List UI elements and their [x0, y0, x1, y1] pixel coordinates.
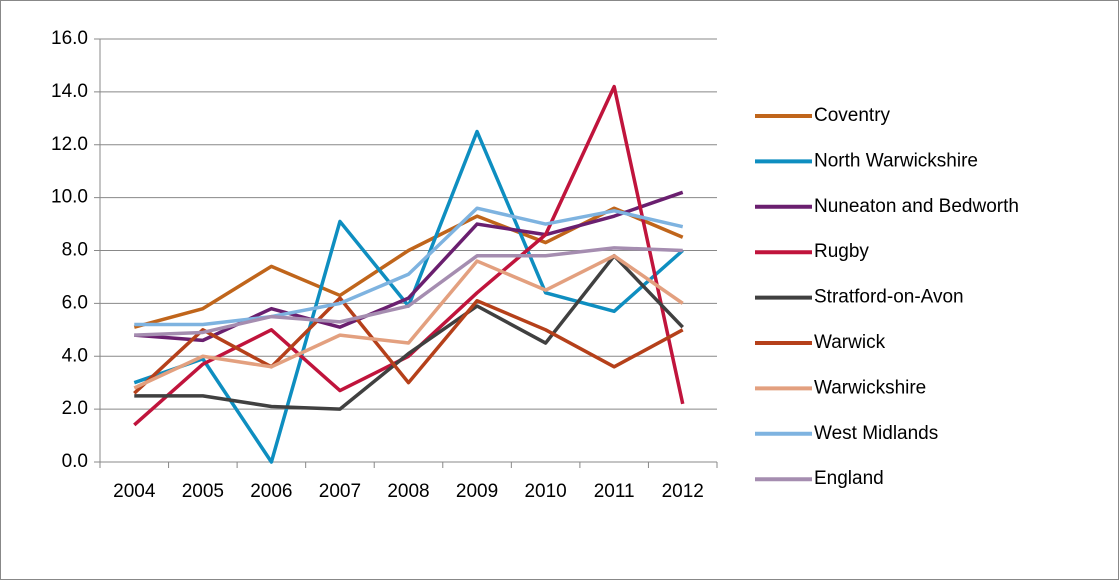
x-tick-label: 2009: [456, 481, 498, 502]
series-line: [134, 246, 683, 337]
legend-label: North Warwickshire: [814, 150, 978, 171]
legend-label: Nuneaton and Bedworth: [814, 196, 1019, 217]
x-tick-label: 2004: [113, 481, 156, 502]
y-tick-label: 14.0: [51, 81, 88, 102]
legend-label: Warwick: [814, 332, 886, 353]
legend-label: England: [814, 468, 884, 489]
y-tick-label: 2.0: [62, 398, 88, 419]
series-line: [133, 254, 684, 390]
x-tick-label: 2006: [250, 481, 292, 502]
x-tick-label: 2012: [662, 481, 704, 502]
series-line: [133, 206, 684, 329]
y-tick-label: 0.0: [62, 451, 88, 472]
legend-label: West Midlands: [814, 423, 938, 444]
y-tick-label: 12.0: [51, 134, 88, 155]
legend-label: Warwickshire: [814, 377, 926, 398]
x-tick-label: 2008: [387, 481, 429, 502]
legend-label: Rugby: [814, 241, 869, 262]
legend-label: Coventry: [814, 105, 891, 126]
y-tick-label: 8.0: [62, 240, 88, 261]
series-line: [134, 206, 684, 327]
x-tick-label: 2010: [524, 481, 566, 502]
y-tick-label: 10.0: [51, 187, 88, 208]
y-tick-label: 4.0: [62, 345, 88, 366]
series-line: [133, 296, 684, 395]
legend-label: Stratford-on-Avon: [814, 287, 964, 308]
y-tick-label: 16.0: [51, 28, 88, 49]
series-line: [134, 254, 684, 411]
y-tick-label: 6.0: [62, 292, 88, 313]
series-line: [133, 84, 685, 427]
x-tick-label: 2005: [182, 481, 224, 502]
x-tick-label: 2007: [319, 481, 361, 502]
x-tick-label: 2011: [594, 481, 635, 502]
series-line: [134, 190, 684, 343]
